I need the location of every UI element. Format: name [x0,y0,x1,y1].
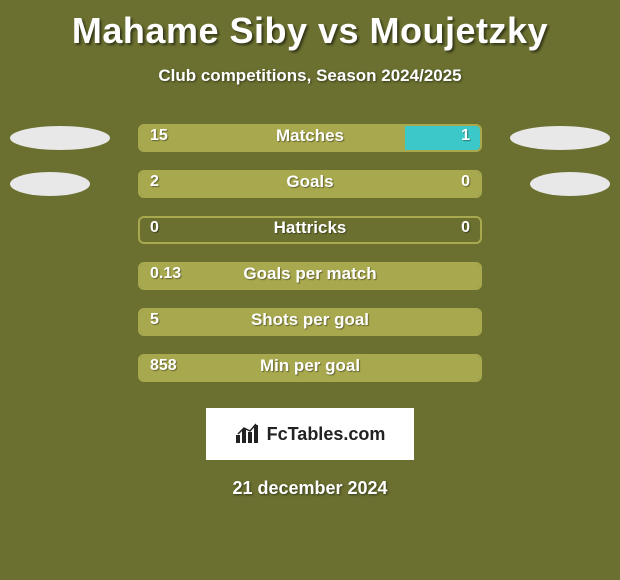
player-right-oval [530,172,610,196]
date-text: 21 december 2024 [0,478,620,499]
subtitle: Club competitions, Season 2024/2025 [0,66,620,86]
stat-row: Shots per goal5 [0,308,620,336]
stat-value-right: 0 [461,170,470,198]
stat-value-left: 0 [150,216,159,244]
player-right-oval [510,126,610,150]
stat-value-right: 1 [461,124,470,152]
player-left-oval [10,126,110,150]
stat-label: Matches [138,124,482,152]
stat-row: Goals per match0.13 [0,262,620,290]
stat-value-left: 2 [150,170,159,198]
stat-label: Goals [138,170,482,198]
stat-value-left: 15 [150,124,168,152]
stat-row: Min per goal858 [0,354,620,382]
brand-badge: FcTables.com [206,408,414,460]
brand-bars-icon [235,423,261,445]
stat-row: Matches15 1 [0,124,620,152]
stat-label: Goals per match [138,262,482,290]
stat-row: Hattricks0 0 [0,216,620,244]
page-title: Mahame Siby vs Moujetzky [0,0,620,52]
stat-value-left: 0.13 [150,262,181,290]
stat-value-right: 0 [461,216,470,244]
stat-value-left: 5 [150,308,159,336]
infographic-container: Mahame Siby vs Moujetzky Club competitio… [0,0,620,580]
stat-label: Shots per goal [138,308,482,336]
stat-label: Hattricks [138,216,482,244]
player-left-oval [10,172,90,196]
stat-value-left: 858 [150,354,177,382]
stat-label: Min per goal [138,354,482,382]
stat-row: Goals2 0 [0,170,620,198]
stats-rows: Matches151Goals20Hattricks00Goals per ma… [0,124,620,382]
brand-text: FcTables.com [267,424,386,445]
